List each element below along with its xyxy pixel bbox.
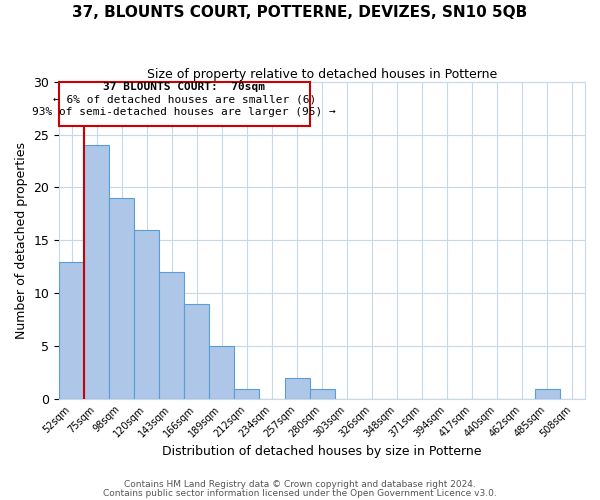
Text: 37, BLOUNTS COURT, POTTERNE, DEVIZES, SN10 5QB: 37, BLOUNTS COURT, POTTERNE, DEVIZES, SN… xyxy=(73,5,527,20)
Bar xyxy=(59,262,84,399)
Text: Contains HM Land Registry data © Crown copyright and database right 2024.: Contains HM Land Registry data © Crown c… xyxy=(124,480,476,489)
Bar xyxy=(184,304,209,399)
Text: ← 6% of detached houses are smaller (6): ← 6% of detached houses are smaller (6) xyxy=(53,94,316,104)
Y-axis label: Number of detached properties: Number of detached properties xyxy=(15,142,28,339)
Bar xyxy=(535,388,560,399)
Bar xyxy=(160,272,184,399)
Text: 37 BLOUNTS COURT:  70sqm: 37 BLOUNTS COURT: 70sqm xyxy=(103,82,265,92)
Bar xyxy=(109,198,134,399)
Bar xyxy=(284,378,310,399)
Bar xyxy=(134,230,160,399)
Text: 93% of semi-detached houses are larger (95) →: 93% of semi-detached houses are larger (… xyxy=(32,108,336,118)
Bar xyxy=(235,388,259,399)
Bar xyxy=(84,145,109,399)
Title: Size of property relative to detached houses in Potterne: Size of property relative to detached ho… xyxy=(147,68,497,80)
Bar xyxy=(310,388,335,399)
X-axis label: Distribution of detached houses by size in Potterne: Distribution of detached houses by size … xyxy=(163,444,482,458)
Bar xyxy=(59,82,310,126)
Bar xyxy=(209,346,235,399)
Text: Contains public sector information licensed under the Open Government Licence v3: Contains public sector information licen… xyxy=(103,488,497,498)
